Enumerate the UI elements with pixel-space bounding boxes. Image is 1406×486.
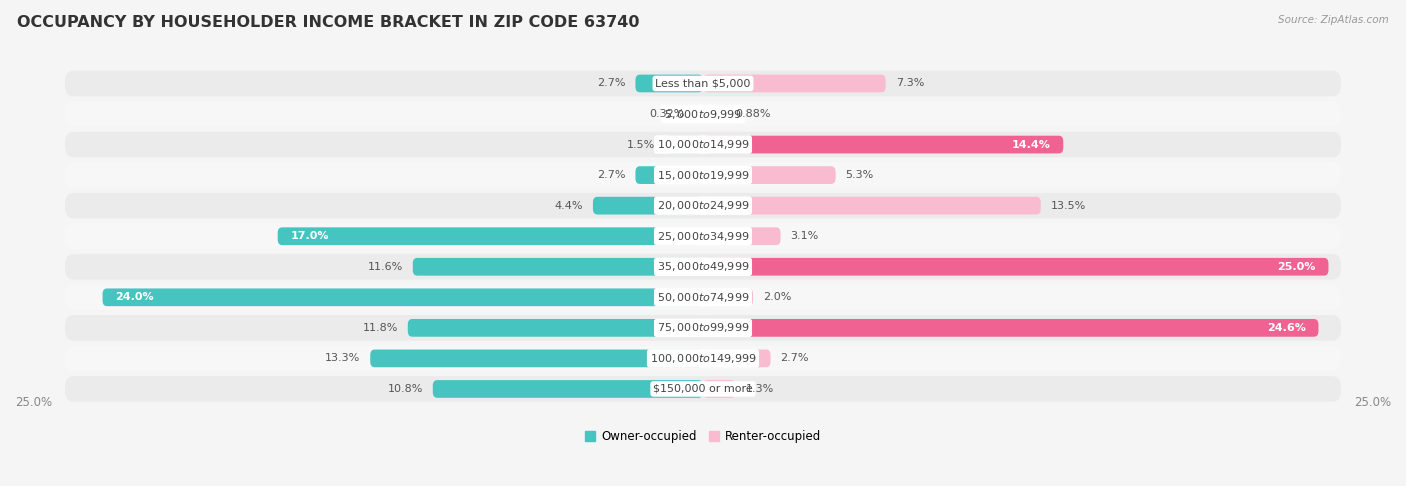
Text: 0.32%: 0.32% [650,109,685,119]
Text: $5,000 to $9,999: $5,000 to $9,999 [664,107,742,121]
Text: Source: ZipAtlas.com: Source: ZipAtlas.com [1278,15,1389,25]
Text: 14.4%: 14.4% [1012,139,1050,150]
Text: 13.5%: 13.5% [1050,201,1085,210]
Text: $75,000 to $99,999: $75,000 to $99,999 [657,321,749,334]
FancyBboxPatch shape [65,224,1341,249]
Text: 2.0%: 2.0% [763,292,792,302]
FancyBboxPatch shape [65,376,1341,402]
Legend: Owner-occupied, Renter-occupied: Owner-occupied, Renter-occupied [579,425,827,448]
FancyBboxPatch shape [65,193,1341,219]
Text: $150,000 or more: $150,000 or more [654,384,752,394]
Text: 25.0%: 25.0% [15,396,52,409]
Text: 2.7%: 2.7% [780,353,808,364]
FancyBboxPatch shape [278,227,703,245]
Text: 24.6%: 24.6% [1267,323,1306,333]
FancyBboxPatch shape [636,74,703,92]
Text: 4.4%: 4.4% [554,201,583,210]
FancyBboxPatch shape [636,166,703,184]
FancyBboxPatch shape [703,166,835,184]
FancyBboxPatch shape [65,315,1341,341]
Text: $50,000 to $74,999: $50,000 to $74,999 [657,291,749,304]
FancyBboxPatch shape [370,349,703,367]
Text: 5.3%: 5.3% [845,170,875,180]
Text: 2.7%: 2.7% [598,170,626,180]
Text: $20,000 to $24,999: $20,000 to $24,999 [657,199,749,212]
Text: $15,000 to $19,999: $15,000 to $19,999 [657,169,749,182]
Text: $100,000 to $149,999: $100,000 to $149,999 [650,352,756,365]
FancyBboxPatch shape [65,132,1341,157]
Text: $25,000 to $34,999: $25,000 to $34,999 [657,230,749,243]
FancyBboxPatch shape [433,380,703,398]
Text: OCCUPANCY BY HOUSEHOLDER INCOME BRACKET IN ZIP CODE 63740: OCCUPANCY BY HOUSEHOLDER INCOME BRACKET … [17,15,640,30]
FancyBboxPatch shape [65,284,1341,310]
FancyBboxPatch shape [103,289,703,306]
FancyBboxPatch shape [703,197,1040,214]
Text: 25.0%: 25.0% [1354,396,1391,409]
FancyBboxPatch shape [703,349,770,367]
Text: 1.5%: 1.5% [627,139,655,150]
Text: 11.8%: 11.8% [363,323,398,333]
Text: 0.88%: 0.88% [735,109,770,119]
Text: 17.0%: 17.0% [290,231,329,241]
FancyBboxPatch shape [703,380,735,398]
FancyBboxPatch shape [703,136,1063,154]
Text: $35,000 to $49,999: $35,000 to $49,999 [657,260,749,273]
Text: Less than $5,000: Less than $5,000 [655,78,751,88]
Text: 11.6%: 11.6% [367,262,402,272]
FancyBboxPatch shape [65,162,1341,188]
FancyBboxPatch shape [703,74,886,92]
FancyBboxPatch shape [703,227,780,245]
FancyBboxPatch shape [703,258,1329,276]
FancyBboxPatch shape [65,101,1341,127]
FancyBboxPatch shape [413,258,703,276]
Text: 3.1%: 3.1% [790,231,818,241]
Text: 24.0%: 24.0% [115,292,153,302]
Text: 13.3%: 13.3% [325,353,360,364]
FancyBboxPatch shape [65,70,1341,96]
Text: 10.8%: 10.8% [388,384,423,394]
FancyBboxPatch shape [703,289,754,306]
FancyBboxPatch shape [593,197,703,214]
Text: 1.3%: 1.3% [745,384,773,394]
FancyBboxPatch shape [65,254,1341,279]
Text: 7.3%: 7.3% [896,78,924,88]
Text: $10,000 to $14,999: $10,000 to $14,999 [657,138,749,151]
FancyBboxPatch shape [703,105,725,123]
FancyBboxPatch shape [665,136,703,154]
Text: 2.7%: 2.7% [598,78,626,88]
FancyBboxPatch shape [695,105,703,123]
FancyBboxPatch shape [703,319,1319,337]
FancyBboxPatch shape [65,346,1341,371]
Text: 25.0%: 25.0% [1278,262,1316,272]
FancyBboxPatch shape [408,319,703,337]
